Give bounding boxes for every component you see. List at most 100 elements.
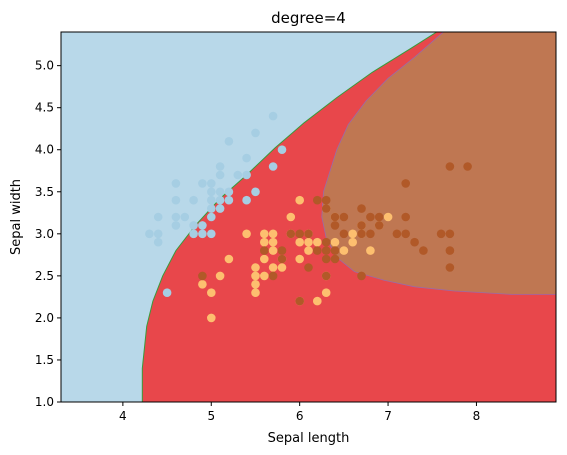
y-axis: 1.0 1.5 2.0 2.5 3.0 3.5 4.0 4.5 5.0 <box>35 59 61 409</box>
setosa-point <box>180 212 190 222</box>
virginica-point <box>445 229 455 239</box>
setosa-point <box>233 170 243 180</box>
virginica-point <box>295 229 305 239</box>
setosa-point <box>268 162 278 171</box>
setosa-point <box>215 204 225 213</box>
virginica-point <box>357 271 366 281</box>
setosa-point <box>153 229 163 239</box>
setosa-point <box>198 221 207 230</box>
setosa-point <box>207 187 216 197</box>
versicolor-point <box>295 237 305 247</box>
setosa-point <box>207 195 216 205</box>
virginica-point <box>401 212 411 222</box>
versicolor-point <box>313 296 322 306</box>
setosa-point <box>171 195 181 205</box>
virginica-point <box>339 229 349 239</box>
y-tick-label: 5.0 <box>35 59 54 73</box>
setosa-point <box>198 179 207 188</box>
setosa-point <box>207 179 216 188</box>
setosa-point <box>171 212 181 222</box>
scatter-points <box>145 111 472 323</box>
setosa-point <box>268 111 278 121</box>
versicolor-point <box>198 280 207 289</box>
versicolor-point <box>260 237 269 247</box>
setosa-point <box>215 162 225 171</box>
virginica-point <box>321 204 331 213</box>
virginica-point <box>198 271 207 281</box>
x-axis-label: Sepal length <box>268 431 350 446</box>
virginica-point <box>339 212 349 222</box>
setosa-point <box>171 179 181 188</box>
versicolor-point <box>242 229 251 239</box>
virginica-point <box>304 263 313 272</box>
versicolor-point <box>313 237 322 247</box>
plot-area <box>61 32 556 402</box>
versicolor-point <box>260 254 269 264</box>
y-tick-label: 2.5 <box>35 269 54 283</box>
setosa-point <box>224 195 234 205</box>
versicolor-point <box>215 271 225 281</box>
versicolor-point <box>348 229 358 239</box>
setosa-point <box>251 187 260 197</box>
chart-title: degree=4 <box>271 9 346 27</box>
setosa-point <box>207 212 216 222</box>
virginica-point <box>401 179 411 188</box>
x-tick-label: 5 <box>207 409 215 423</box>
versicolor-point <box>268 246 278 255</box>
virginica-point <box>366 229 375 239</box>
versicolor-point <box>304 246 313 255</box>
setosa-point <box>215 187 225 197</box>
setosa-point <box>198 229 207 239</box>
setosa-point <box>251 128 260 138</box>
versicolor-point <box>260 229 269 239</box>
versicolor-point <box>207 288 216 298</box>
virginica-point <box>445 246 455 255</box>
setosa-point <box>189 221 198 230</box>
y-tick-label: 3.0 <box>35 227 54 241</box>
setosa-point <box>242 153 251 163</box>
virginica-point <box>357 221 366 230</box>
setosa-point <box>189 229 198 239</box>
versicolor-point <box>268 263 278 272</box>
y-tick-label: 4.5 <box>35 101 54 115</box>
virginica-point <box>321 237 331 247</box>
y-tick-label: 1.5 <box>35 353 54 367</box>
virginica-point <box>313 195 322 205</box>
versicolor-point <box>383 212 393 222</box>
versicolor-point <box>224 254 234 264</box>
y-tick-label: 1.0 <box>35 395 54 409</box>
virginica-point <box>268 271 278 281</box>
versicolor-point <box>304 237 313 247</box>
setosa-point <box>242 170 251 180</box>
versicolor-point <box>339 246 349 255</box>
setosa-point <box>277 145 287 154</box>
virginica-point <box>277 246 287 255</box>
virginica-point <box>401 229 411 239</box>
versicolor-point <box>251 288 260 298</box>
setosa-point <box>215 195 225 205</box>
virginica-point <box>374 212 384 222</box>
versicolor-point <box>207 313 216 323</box>
versicolor-point <box>295 195 305 205</box>
versicolor-point <box>268 237 278 247</box>
versicolor-point <box>321 288 331 298</box>
setosa-point <box>215 170 225 180</box>
virginica-point <box>445 263 455 272</box>
versicolor-point <box>268 229 278 239</box>
virginica-point <box>321 271 331 281</box>
y-tick-label: 4.0 <box>35 143 54 157</box>
virginica-point <box>304 229 313 239</box>
versicolor-point <box>277 263 287 272</box>
y-tick-label: 2.0 <box>35 311 54 325</box>
virginica-point <box>321 254 331 264</box>
x-tick-label: 7 <box>384 409 392 423</box>
virginica-point <box>366 212 375 222</box>
x-axis: 4 5 6 7 8 <box>119 402 480 423</box>
y-tick-label: 3.5 <box>35 185 54 199</box>
versicolor-point <box>295 254 305 264</box>
setosa-point <box>153 212 163 222</box>
versicolor-point <box>348 237 358 247</box>
setosa-point <box>242 195 251 205</box>
versicolor-point <box>251 263 260 272</box>
virginica-point <box>330 246 340 255</box>
